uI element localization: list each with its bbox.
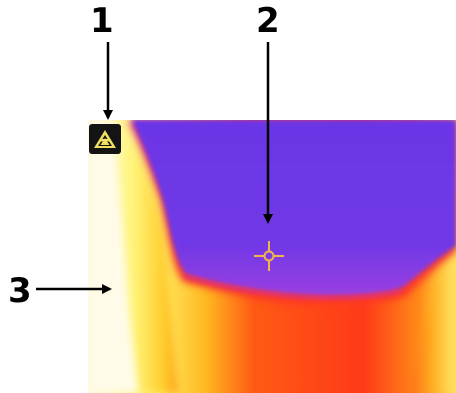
thermal-boundary-seam [183,274,403,300]
thermal-cool-region [132,120,456,296]
thermal-image [88,120,456,393]
warning-triangle-icon [94,130,116,148]
callout-number-1: 1 [90,1,114,41]
thermal-hot-wall-right [410,255,456,393]
callout-number-2: 2 [256,1,280,41]
thermal-image-canvas [88,120,456,393]
high-temperature-warning-badge [89,124,121,154]
thermal-hottest-region [88,120,138,393]
callout-number-3: 3 [8,271,32,311]
crosshair-icon [254,241,284,271]
